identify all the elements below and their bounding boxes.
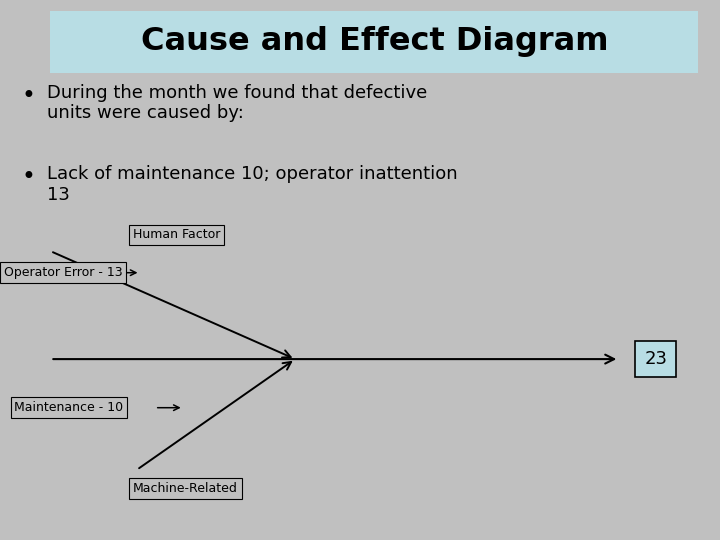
Text: •: • xyxy=(22,165,35,188)
Text: During the month we found that defective
units were caused by:: During the month we found that defective… xyxy=(47,84,427,123)
Text: •: • xyxy=(22,84,35,107)
Text: Machine-Related: Machine-Related xyxy=(133,482,238,495)
Text: Cause and Effect Diagram: Cause and Effect Diagram xyxy=(140,26,608,57)
Text: Operator Error - 13: Operator Error - 13 xyxy=(4,266,122,279)
FancyBboxPatch shape xyxy=(50,11,698,73)
Text: Human Factor: Human Factor xyxy=(133,228,220,241)
Text: Maintenance - 10: Maintenance - 10 xyxy=(14,401,124,414)
Text: 23: 23 xyxy=(644,350,667,368)
Text: Lack of maintenance 10; operator inattention
13: Lack of maintenance 10; operator inatten… xyxy=(47,165,457,204)
